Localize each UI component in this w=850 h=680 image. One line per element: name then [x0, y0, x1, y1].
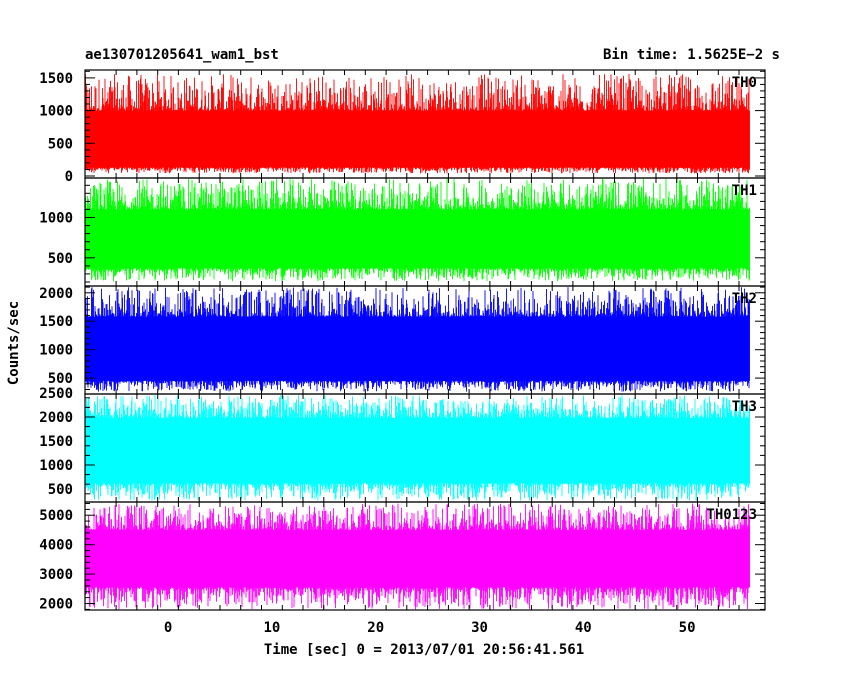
y-tick-label: 0 — [65, 169, 73, 185]
panels-group: 0 500 1000 1500 TH0 500 1000 TH1 500 1000 1500 2000… — [39, 69, 766, 613]
panel-th0: 0 500 1000 1500 TH0 — [39, 69, 766, 185]
y-tick-label: 3000 — [39, 567, 73, 583]
y-tick-label: 5000 — [39, 508, 73, 524]
panel-label-th1: TH1 — [732, 183, 757, 199]
x-tick-label: 40 — [575, 620, 592, 636]
series-th1-signal — [84, 178, 750, 282]
y-tick-label: 1000 — [39, 343, 73, 359]
panel-label-th0123: TH0123 — [706, 507, 757, 523]
series-th0123-signal — [84, 503, 750, 610]
y-tick-label: 4000 — [39, 538, 73, 554]
y-tick-label: 2000 — [39, 410, 73, 426]
y-tick-label: 500 — [48, 251, 73, 267]
x-tick-label: 30 — [471, 620, 488, 636]
panel-label-th0: TH0 — [732, 75, 757, 91]
panel-label-th2: TH2 — [732, 291, 757, 307]
x-tick-label: 10 — [263, 620, 280, 636]
panel-th1: 500 1000 TH1 — [39, 177, 766, 287]
bin-time-label: Bin time: 1.5625E−2 s — [603, 47, 780, 63]
y-tick-label: 2000 — [39, 597, 73, 613]
panel-th2: 500 1000 1500 2000 TH2 — [39, 285, 766, 395]
y-tick-label: 1000 — [39, 458, 73, 474]
y-tick-label: 500 — [48, 136, 73, 152]
series-th0-signal — [84, 74, 750, 174]
y-axis-title: Counts/sec — [6, 301, 22, 385]
series-th2-signal — [84, 287, 750, 392]
x-tick-label: 0 — [164, 620, 172, 636]
y-tick-label: 1500 — [39, 434, 73, 450]
y-tick-label: 2500 — [39, 386, 73, 402]
y-tick-label: 2000 — [39, 286, 73, 302]
observation-id: ae130701205641_wam1_bst — [85, 47, 279, 63]
y-tick-label: 1000 — [39, 211, 73, 227]
x-axis: 0 10 20 30 40 50 — [164, 620, 696, 636]
y-tick-label: 500 — [48, 371, 73, 387]
panel-th3: 500 1000 1500 2000 2500 TH3 — [39, 386, 766, 503]
x-tick-label: 20 — [367, 620, 384, 636]
y-tick-label: 1500 — [39, 71, 73, 87]
panel-label-th3: TH3 — [732, 399, 757, 415]
panel-th0123: 2000 3000 4000 5000 TH0123 — [39, 501, 766, 613]
y-tick-label: 1000 — [39, 104, 73, 120]
x-tick-label: 50 — [679, 620, 696, 636]
x-axis-title: Time [sec] 0 = 2013/07/01 20:56:41.561 — [264, 642, 584, 658]
y-tick-label: 1500 — [39, 314, 73, 330]
series-th3-signal — [84, 395, 750, 501]
y-tick-label: 500 — [48, 482, 73, 498]
